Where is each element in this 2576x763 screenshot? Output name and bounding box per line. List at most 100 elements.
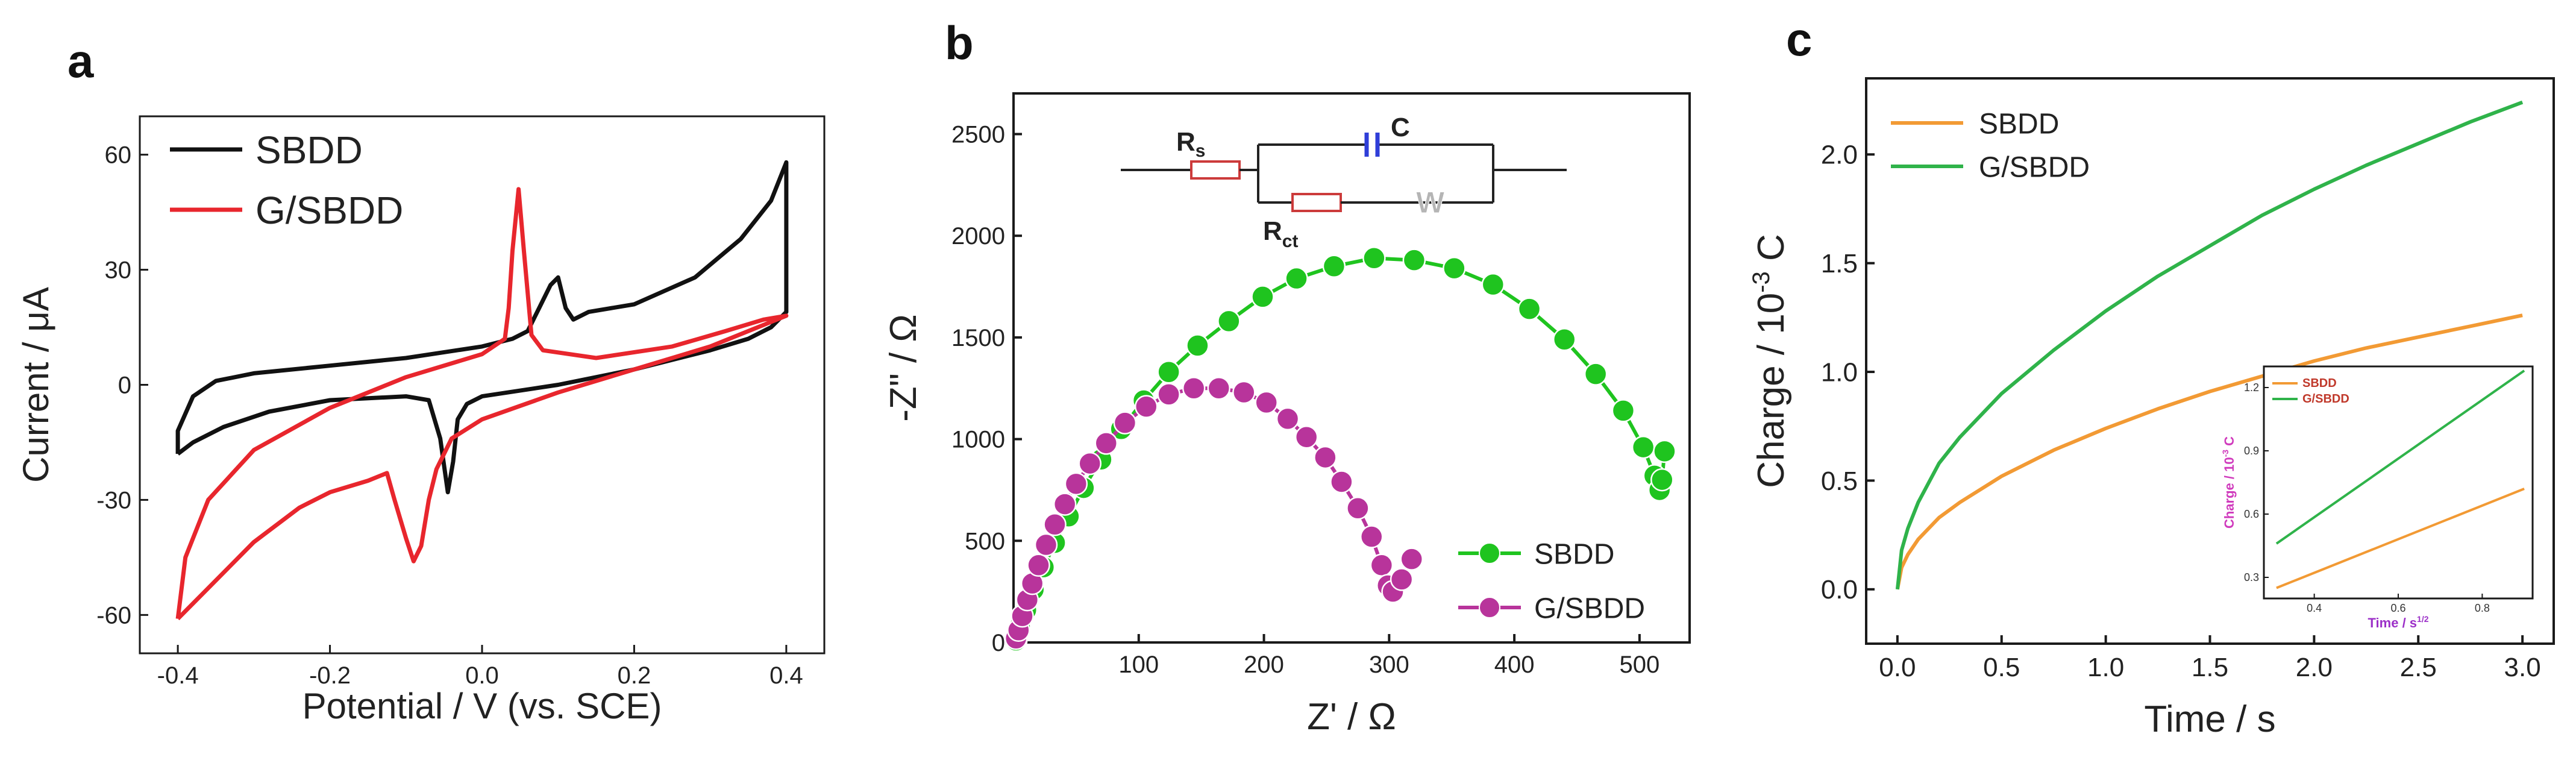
data-point-sbdd	[1584, 362, 1608, 386]
y-tick-label: -30	[96, 487, 131, 513]
x-tick-label: -0.2	[309, 662, 351, 689]
panel-label-b: b	[945, 16, 974, 69]
y-tick-label: 0.5	[1821, 466, 1858, 496]
x-tick-label: 0.2	[618, 662, 651, 689]
y-axis-label: Charge / 10-3 C	[1748, 234, 1792, 488]
inset-y-axis-label-exponent: -3	[2220, 450, 2230, 457]
data-point-g-sbdd	[1294, 425, 1318, 449]
panel-a-chart: -0.4 -0.2 0.0 0.2 0.4 -60 -30 0 30 60 SBDD G/SBDD Po…	[16, 115, 826, 726]
x-tick-label: -0.4	[157, 662, 199, 689]
data-point-g-sbdd	[1182, 376, 1206, 400]
x-tick-label: 200	[1244, 652, 1284, 678]
panel-c-chart: 0.0 0.5 1.0 1.5 2.0 2.5 3.0 0.0 0.5 1.0 1.5 2.0 SBDD…	[1748, 77, 2555, 740]
data-point-sbdd	[1157, 360, 1180, 384]
y-axis-label: -Z" / Ω	[883, 314, 924, 422]
y-tick-label: 1.5	[1821, 249, 1858, 278]
series-line-sbdd	[1895, 313, 2523, 590]
y-tick-label: 0	[992, 630, 1005, 656]
data-point-g-sbdd	[1064, 472, 1088, 496]
data-point-g-sbdd	[1276, 407, 1300, 431]
legend-label: SBDD	[1534, 538, 1614, 570]
inset-x-axis-label-base: Time / s	[2368, 615, 2418, 630]
resistor-rs	[1190, 160, 1241, 180]
x-tick-label: 2.0	[2296, 653, 2333, 682]
y-tick-label: 1.0	[1821, 357, 1858, 387]
inset-x-tick-label: 0.4	[2307, 602, 2322, 614]
label-w: W	[1416, 186, 1445, 219]
y-axis-label-unit: C	[1750, 234, 1792, 271]
data-point-g-sbdd	[1134, 395, 1158, 418]
data-point-sbdd	[1517, 297, 1541, 321]
data-point-g-sbdd	[1094, 432, 1118, 455]
inset-series-line-sbdd	[2276, 488, 2525, 589]
series-line-g-sbdd	[175, 187, 789, 621]
data-point-sbdd	[1552, 328, 1576, 351]
inset-series-line-g-sbdd	[2275, 369, 2525, 545]
data-point-sbdd	[1285, 266, 1308, 290]
data-point-sbdd	[1653, 439, 1676, 463]
x-tick-label: 500	[1620, 652, 1660, 678]
x-axis-label: Time / s	[2144, 699, 2275, 740]
inset-x-tick-label: 0.8	[2475, 602, 2490, 614]
data-point-sbdd	[1186, 334, 1209, 357]
resistor-rct	[1291, 193, 1342, 212]
legend-marker	[1479, 597, 1500, 618]
data-point-sbdd	[1251, 285, 1274, 309]
legend-label: G/SBDD	[1534, 592, 1645, 624]
y-axis-label: Current / μA	[16, 287, 56, 483]
x-axis-label: Z' / Ω	[1307, 696, 1396, 738]
data-point-sbdd	[1443, 256, 1466, 280]
series-line-sbdd	[175, 160, 789, 495]
label-rs: Rs	[1176, 127, 1205, 161]
y-tick-label: 2000	[951, 223, 1005, 250]
legend-label: G/SBDD	[255, 189, 403, 232]
data-point-g-sbdd	[1314, 445, 1337, 469]
data-point-g-sbdd	[1232, 380, 1256, 404]
data-point-sbdd	[1322, 254, 1346, 278]
x-tick-label: 3.0	[2504, 653, 2541, 682]
data-point-g-sbdd	[1113, 411, 1137, 435]
inset-y-tick-label: 0.6	[2244, 508, 2259, 520]
inset-y-axis-label-base: Charge / 10	[2222, 457, 2237, 529]
data-point-sbdd	[1611, 399, 1635, 422]
data-point-sbdd	[1217, 309, 1241, 333]
y-tick-label: 1000	[951, 427, 1005, 453]
inset-frame	[2263, 365, 2534, 600]
label-rct-main: R	[1263, 216, 1282, 246]
legend-label: SBDD	[1979, 108, 2059, 140]
series-line-g-sbdd	[1895, 100, 2524, 590]
inset-x-tick-label: 0.6	[2390, 602, 2405, 614]
x-tick-label: 100	[1118, 652, 1159, 678]
x-tick-label: 1.0	[2087, 653, 2124, 682]
data-point-sbdd	[1362, 246, 1386, 270]
label-rs-sub: s	[1196, 141, 1206, 161]
label-rs-main: R	[1176, 127, 1196, 157]
panel-label-a: a	[67, 34, 94, 87]
label-rct: Rct	[1263, 216, 1298, 251]
inset-legend-label: SBDD	[2302, 377, 2337, 390]
y-tick-label: 2.0	[1821, 140, 1858, 170]
y-axis-label-exponent: -3	[1748, 271, 1775, 293]
x-tick-label: 300	[1369, 652, 1409, 678]
x-tick-label: 0.0	[1879, 653, 1916, 682]
y-tick-label: 1500	[951, 325, 1005, 351]
y-tick-label: 0	[118, 372, 131, 399]
inset-y-tick-label: 1.2	[2244, 382, 2259, 394]
equivalent-circuit-diagram: Rs C Rct W	[1121, 113, 1567, 251]
data-point-g-sbdd	[1330, 470, 1353, 494]
inset-x-axis-label-exponent: 1/2	[2417, 614, 2429, 624]
inset-y-tick-label: 0.3	[2244, 571, 2259, 583]
inset-legend-label: G/SBDD	[2302, 392, 2349, 406]
data-point-g-sbdd	[1207, 376, 1231, 400]
y-tick-label: 60	[105, 142, 132, 169]
data-point-g-sbdd	[1053, 492, 1077, 516]
data-point-sbdd	[1402, 248, 1426, 272]
data-point-sbdd	[1631, 435, 1655, 459]
y-tick-label: 0.0	[1821, 575, 1858, 604]
plot-frame	[139, 115, 826, 655]
data-point-g-sbdd	[1400, 547, 1423, 571]
plot-frame	[1012, 92, 1691, 644]
data-point-g-sbdd	[1390, 568, 1414, 591]
data-point-sbdd	[1650, 468, 1674, 492]
